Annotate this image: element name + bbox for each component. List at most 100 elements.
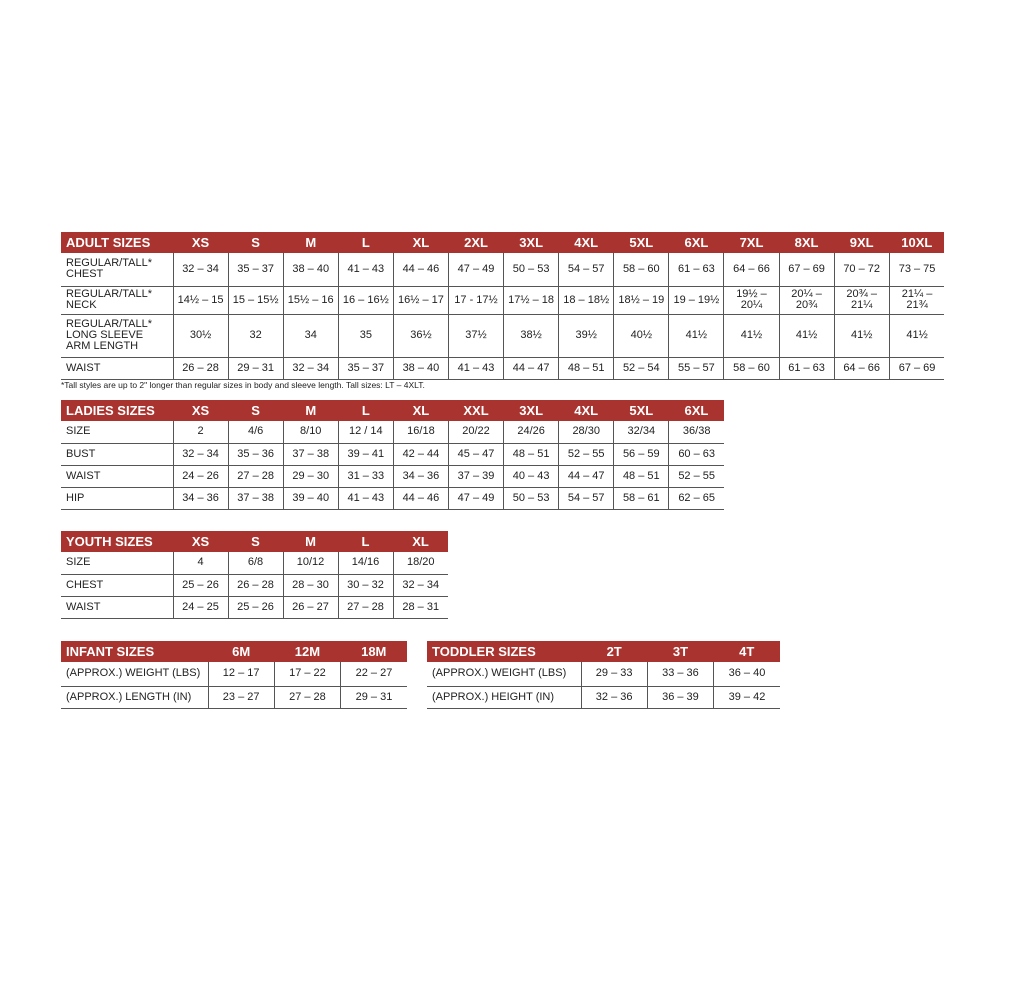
table-title: YOUTH SIZES	[61, 531, 173, 552]
size-header: 6M	[208, 641, 275, 662]
size-value: 29 – 33	[580, 662, 648, 687]
size-value: 41½	[778, 314, 835, 358]
size-value: 62 – 65	[668, 487, 724, 510]
table-title: TODDLER SIZES	[427, 641, 581, 662]
size-header: XS	[173, 531, 228, 552]
size-value: 25 – 26	[227, 596, 283, 619]
size-value: 20¼ – 20¾	[778, 286, 835, 315]
table-row: SIZE 4 6/8 10/12 14/16 18/20	[61, 552, 448, 575]
size-value: 38 – 40	[392, 357, 449, 380]
size-value: 56 – 59	[613, 443, 669, 466]
size-value: 24/26	[503, 421, 559, 444]
size-value: 33 – 36	[646, 662, 714, 687]
size-value: 29 – 30	[282, 465, 339, 488]
table-row: CHEST 25 – 26 26 – 28 28 – 30 30 – 32 32 – 34	[61, 574, 448, 597]
size-value: 25 – 26	[172, 574, 228, 597]
size-value: 20¾ – 21¼	[833, 286, 890, 315]
toddler-size-table: TODDLER SIZES 2T 3T 4T (APPROX.) WEIGHT (LBS…	[427, 641, 780, 709]
ladies-size-table: LADIES SIZES XS S M L XL XXL 3XL 4XL 5XL 6XL SIZE 2 4…	[61, 400, 724, 510]
table-row: WAIST 26 – 28 29 – 31 32 – 34 35 – 37 38 – 40…	[61, 357, 945, 380]
size-value: 37 – 38	[282, 443, 339, 466]
size-value: 12 / 14	[337, 421, 394, 444]
size-value: 37 – 39	[447, 465, 504, 488]
size-value: 29 – 31	[340, 686, 407, 709]
size-value: 44 – 47	[503, 357, 559, 380]
table-row: REGULAR/TALL* LONG SLEEVE ARM LENGTH 30½ 3…	[61, 314, 945, 358]
header-row: LADIES SIZES XS S M L XL XXL 3XL 4XL 5XL 6XL	[61, 400, 724, 421]
row-label: WAIST	[61, 357, 173, 380]
size-header: L	[338, 232, 394, 253]
size-header: 6XL	[668, 400, 724, 421]
size-value: 15 – 15½	[227, 286, 284, 315]
row-label: REGULAR/TALL* NECK	[61, 286, 173, 315]
row-label: SIZE	[61, 552, 173, 575]
size-value: 41½	[833, 314, 890, 358]
size-value: 4	[172, 552, 228, 575]
adult-footnote: *Tall styles are up to 2" longer than re…	[61, 380, 425, 390]
size-value: 58 – 61	[613, 487, 669, 510]
size-value: 61 – 63	[668, 253, 724, 287]
size-value: 32 – 34	[392, 574, 448, 597]
size-header: XL	[393, 531, 448, 552]
size-value: 35 – 37	[227, 253, 284, 287]
size-value: 38 – 40	[282, 253, 339, 287]
size-header: 2T	[581, 641, 648, 662]
size-value: 54 – 57	[558, 253, 614, 287]
header-row: YOUTH SIZES XS S M L XL	[61, 531, 448, 552]
size-value: 48 – 51	[503, 443, 559, 466]
size-value: 37 – 38	[227, 487, 284, 510]
size-header: M	[283, 531, 338, 552]
size-value: 64 – 66	[833, 357, 890, 380]
size-value: 60 – 63	[668, 443, 724, 466]
size-value: 2	[172, 421, 229, 444]
adult-size-table: ADULT SIZES XS S M L XL 2XL 3XL 4XL 5XL 6XL 7XL 8XL 9…	[61, 232, 945, 380]
size-header: 12M	[274, 641, 341, 662]
header-row: ADULT SIZES XS S M L XL 2XL 3XL 4XL 5XL 6XL 7XL 8XL 9…	[61, 232, 945, 253]
size-value: 22 – 27	[340, 662, 407, 687]
size-value: 52 – 54	[613, 357, 669, 380]
size-value: 18/20	[392, 552, 448, 575]
size-value: 40½	[613, 314, 669, 358]
size-value: 32/34	[613, 421, 669, 444]
size-value: 44 – 47	[558, 465, 614, 488]
size-header: 9XL	[834, 232, 890, 253]
size-value: 52 – 55	[668, 465, 724, 488]
size-value: 35	[337, 314, 394, 358]
size-header: 7XL	[723, 232, 780, 253]
size-value: 8/10	[282, 421, 339, 444]
size-value: 36 – 39	[646, 686, 714, 709]
size-value: 12 – 17	[207, 662, 275, 687]
size-value: 34 – 36	[172, 487, 229, 510]
size-value: 28 – 30	[282, 574, 338, 597]
size-value: 21¼ – 21¾	[888, 286, 945, 315]
size-header: S	[228, 232, 284, 253]
size-value: 17 – 22	[273, 662, 341, 687]
size-header: S	[228, 400, 284, 421]
size-value: 52 – 55	[558, 443, 614, 466]
table-title: INFANT SIZES	[61, 641, 208, 662]
size-value: 30 – 32	[337, 574, 393, 597]
row-label: REGULAR/TALL* CHEST	[61, 253, 173, 287]
size-value: 58 – 60	[613, 253, 669, 287]
youth-size-table: YOUTH SIZES XS S M L XL SIZE 4 6/8 10/12 14/16 18/2…	[61, 531, 448, 619]
size-value: 67 – 69	[778, 253, 835, 287]
size-value: 35 – 37	[337, 357, 394, 380]
size-header: XXL	[448, 400, 504, 421]
size-value: 39 – 42	[713, 686, 780, 709]
size-value: 70 – 72	[833, 253, 890, 287]
size-value: 67 – 69	[888, 357, 945, 380]
size-header: 2XL	[448, 232, 504, 253]
size-value: 10/12	[282, 552, 338, 575]
size-value: 24 – 26	[172, 465, 229, 488]
size-header: 5XL	[613, 232, 669, 253]
size-value: 32 – 34	[282, 357, 339, 380]
size-value: 29 – 31	[227, 357, 284, 380]
row-label: (APPROX.) WEIGHT (LBS)	[427, 662, 581, 687]
size-header: 3T	[647, 641, 714, 662]
row-label: BUST	[61, 443, 173, 466]
table-row: WAIST 24 – 25 25 – 26 26 – 27 27 – 28 28 – 31	[61, 596, 448, 619]
size-value: 35 – 36	[227, 443, 284, 466]
size-value: 6/8	[227, 552, 283, 575]
size-value: 19 – 19½	[668, 286, 724, 315]
size-header: M	[283, 232, 339, 253]
